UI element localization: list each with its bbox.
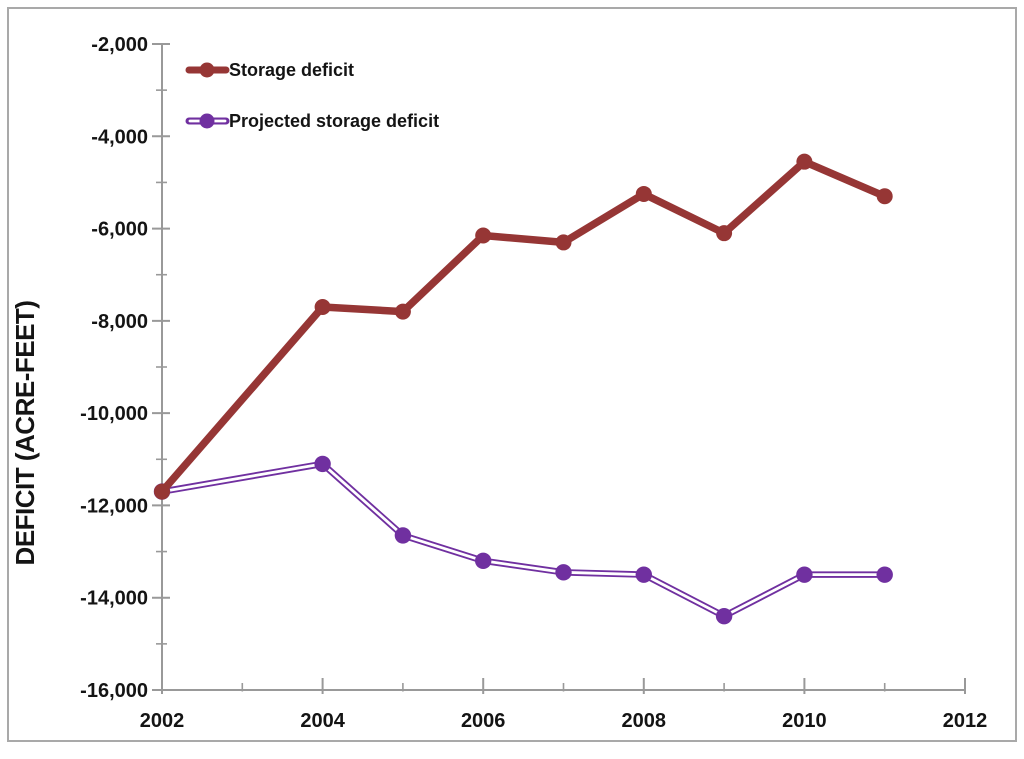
x-tick-label: 2002 (140, 710, 185, 732)
y-tick-label: -14,000 (80, 588, 148, 610)
x-tick-label: 2012 (943, 710, 988, 732)
x-tick-label: 2010 (782, 710, 827, 732)
x-tick-label: 2004 (300, 710, 345, 732)
legend: Storage deficit Projected storage defici… (185, 60, 439, 131)
data-point-storage-deficit (555, 234, 572, 251)
legend-marker-storage-deficit (199, 62, 215, 78)
series-lines (153, 153, 893, 625)
storage-deficit-line (158, 157, 889, 496)
data-point-storage-deficit (716, 225, 733, 242)
data-point-projected-storage-deficit (715, 607, 733, 625)
chart-frame (7, 7, 1017, 742)
y-tick-label: -8,000 (91, 311, 148, 333)
tick-labels: -2,000 -4,000 -6,000 -8,000 -10,000 -12,000 -1… (80, 34, 987, 732)
x-tick-label: 2006 (461, 710, 506, 732)
data-point-storage-deficit (876, 188, 893, 205)
x-tick-label: 2008 (622, 710, 667, 732)
data-point-projected-storage-deficit (314, 455, 331, 473)
axes (152, 43, 966, 694)
data-point-storage-deficit (154, 483, 170, 500)
data-point-storage-deficit (394, 303, 411, 320)
projected-storage-deficit-line-core (160, 462, 887, 618)
y-tick-label: -10,000 (80, 403, 148, 425)
data-point-projected-storage-deficit (555, 564, 572, 581)
y-tick-label: -6,000 (91, 219, 148, 241)
data-point-projected-storage-deficit (475, 552, 492, 569)
data-point-projected-storage-deficit (796, 566, 813, 583)
data-point-storage-deficit (635, 185, 652, 202)
y-axis-title: DEFICIT (ACRE-FEET) (10, 301, 40, 566)
legend-label-projected-storage-deficit: Projected storage deficit (229, 111, 439, 131)
data-point-storage-deficit (796, 153, 813, 170)
y-tick-label: -12,000 (80, 495, 148, 517)
data-point-storage-deficit (475, 227, 492, 244)
y-tick-label: -2,000 (91, 34, 148, 56)
y-tick-label: -16,000 (80, 680, 148, 702)
legend-item-storage-deficit: Storage deficit (185, 60, 354, 80)
y-tick-label: -4,000 (91, 126, 148, 148)
data-point-projected-storage-deficit (394, 527, 412, 544)
legend-marker-projected-storage-deficit (199, 113, 215, 129)
data-point-projected-storage-deficit (876, 566, 893, 583)
data-point-storage-deficit (314, 299, 331, 316)
data-point-projected-storage-deficit (635, 566, 652, 583)
legend-item-projected-storage-deficit: Projected storage deficit (185, 111, 439, 131)
legend-label-storage-deficit: Storage deficit (229, 60, 354, 80)
projected-storage-deficit-line (158, 460, 888, 620)
